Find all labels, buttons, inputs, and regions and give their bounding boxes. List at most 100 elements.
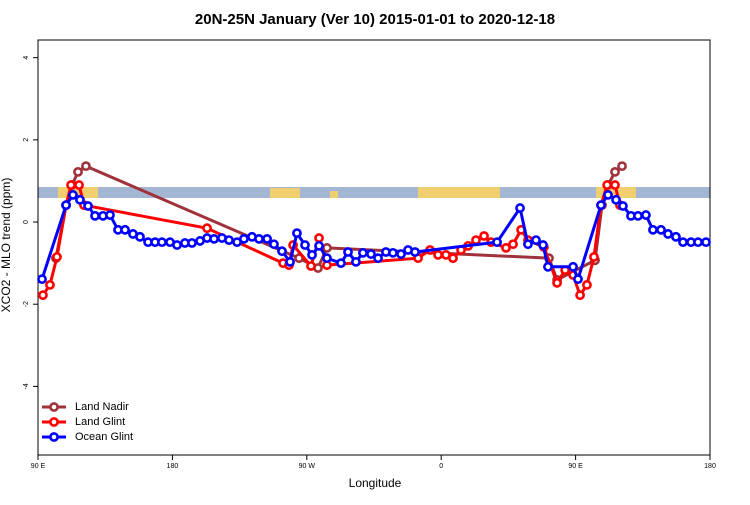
legend-marker	[49, 402, 59, 412]
plot-frame	[37, 39, 711, 456]
x-axis-label: Longitude	[349, 476, 402, 490]
data-point	[366, 249, 376, 259]
data-point	[314, 240, 324, 251]
data-point	[396, 249, 406, 259]
data-point	[523, 239, 533, 250]
data-point	[68, 190, 78, 200]
data-point	[610, 180, 620, 190]
data-point	[254, 233, 264, 244]
data-point	[292, 228, 302, 239]
data-point	[448, 253, 458, 264]
data-point	[573, 274, 583, 285]
x-tick-label: 0	[439, 463, 443, 470]
data-point	[508, 239, 518, 250]
data-point	[38, 290, 48, 301]
data-point	[209, 233, 219, 244]
ocean-strip	[38, 187, 710, 198]
data-point	[582, 279, 592, 290]
data-point	[83, 201, 93, 211]
data-point	[135, 231, 145, 242]
x-tick-label: 90 E	[568, 463, 583, 470]
data-point	[373, 253, 383, 264]
data-point	[202, 223, 212, 234]
data-point	[300, 240, 310, 250]
data-point	[52, 252, 62, 262]
data-point	[641, 210, 651, 220]
x-tick-label: 90 E	[31, 463, 46, 470]
legend-label: Land Nadir	[75, 401, 129, 413]
data-point	[307, 249, 317, 260]
legend-label: Land Glint	[75, 416, 125, 428]
data-point	[602, 180, 613, 190]
data-point	[568, 261, 578, 272]
x-tick-label: 180	[704, 463, 716, 470]
land-strip	[330, 191, 338, 198]
y-tick-label: 2	[23, 138, 30, 142]
data-point	[306, 261, 316, 271]
data-point	[663, 229, 673, 239]
data-point	[314, 233, 324, 243]
data-point	[543, 261, 553, 272]
data-point	[61, 200, 71, 211]
data-point	[501, 243, 511, 253]
data-point	[611, 194, 621, 205]
data-point	[66, 180, 76, 190]
data-point	[37, 274, 47, 285]
legend-marker	[49, 432, 59, 442]
x-tick-label: 90 W	[299, 463, 316, 470]
data-point	[322, 253, 332, 264]
land-strip	[270, 188, 300, 198]
legend-marker	[49, 417, 59, 427]
data-point	[589, 252, 599, 262]
data-point	[277, 246, 287, 257]
data-point	[224, 235, 234, 246]
y-tick-label: -2	[23, 301, 30, 307]
data-point	[531, 235, 541, 246]
data-point	[358, 247, 368, 258]
data-point	[172, 240, 182, 250]
data-point	[187, 238, 197, 248]
data-point	[120, 224, 130, 235]
y-tick-label: 0	[23, 220, 30, 224]
land-strip	[418, 187, 500, 198]
x-tick-label: 180	[167, 463, 179, 470]
data-point	[693, 237, 703, 248]
data-point	[433, 249, 443, 260]
data-point	[410, 247, 420, 257]
data-point	[575, 290, 585, 301]
data-point	[322, 243, 332, 253]
data-point	[262, 233, 272, 244]
data-point	[678, 237, 688, 248]
data-point	[515, 203, 525, 213]
data-point	[75, 194, 85, 205]
data-point	[671, 231, 681, 242]
data-point	[633, 210, 643, 221]
data-point	[610, 166, 620, 177]
data-point	[90, 210, 100, 221]
data-point	[471, 235, 481, 246]
chart-title: 20N-25N January (Ver 10) 2015-01-01 to 2…	[195, 11, 555, 28]
data-point	[351, 256, 361, 267]
data-point	[73, 166, 83, 177]
data-point	[701, 237, 711, 248]
data-point	[74, 180, 84, 190]
data-point	[285, 256, 295, 267]
data-point	[269, 239, 279, 250]
data-point	[538, 240, 548, 250]
data-point	[552, 277, 562, 288]
data-point	[656, 224, 666, 235]
data-point	[336, 258, 346, 269]
data-point	[479, 231, 489, 241]
data-point	[648, 224, 658, 235]
data-point	[388, 247, 398, 258]
data-point	[81, 161, 91, 172]
data-point	[343, 247, 353, 257]
y-axis-label: XCO2 - MLO trend (ppm)	[0, 178, 13, 313]
data-point	[618, 201, 628, 211]
data-point	[617, 161, 627, 172]
data-point	[105, 210, 115, 220]
y-tick-label: 4	[23, 56, 30, 60]
data-point	[45, 279, 55, 290]
land-strip	[58, 187, 98, 198]
